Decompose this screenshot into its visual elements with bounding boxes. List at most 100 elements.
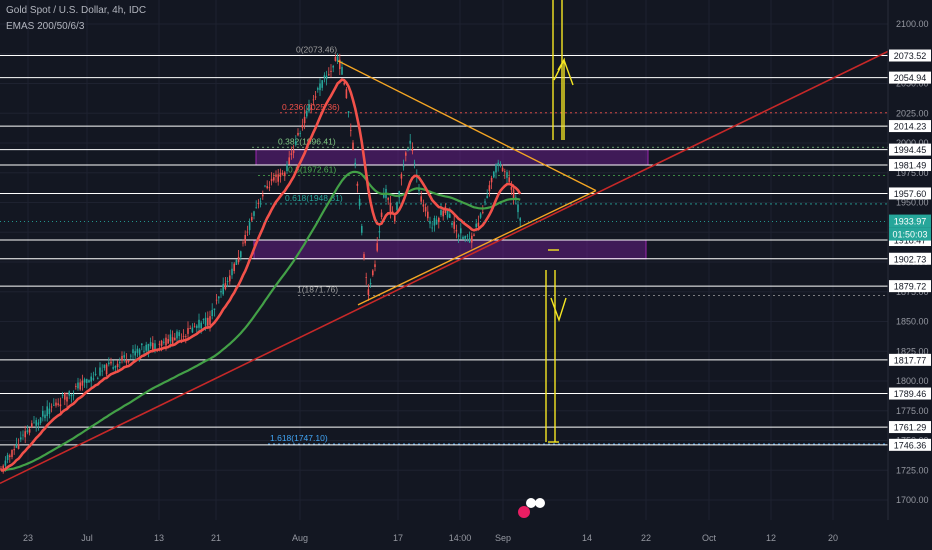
candle-body (468, 238, 471, 243)
candle-body (253, 211, 255, 216)
candle-body (453, 221, 455, 229)
candle-body (17, 444, 20, 449)
candle-body (114, 365, 117, 368)
candle-body (486, 196, 488, 199)
x-tick-label: 13 (154, 533, 164, 543)
ema-lines (0, 78, 522, 472)
candle-body (37, 422, 40, 425)
candle-body (471, 235, 473, 243)
candle-body (457, 235, 460, 237)
candle-body (339, 59, 341, 70)
level-tag (889, 438, 931, 451)
x-tick-label: 22 (641, 533, 651, 543)
down-arrow-icon (550, 297, 567, 323)
candle-body (394, 215, 396, 222)
candle-body (405, 152, 407, 156)
candle-body (321, 80, 323, 88)
candle-body (363, 254, 365, 259)
candle-body (26, 430, 29, 433)
y-tick-label: 1950.00 (896, 198, 929, 208)
y-tick-label: 2000.00 (896, 138, 929, 148)
candle-body (158, 343, 161, 345)
candle-body (508, 177, 510, 182)
candle-body (31, 423, 33, 427)
candle-body (178, 332, 180, 337)
ema-50-line (0, 78, 522, 472)
candle-body (519, 218, 521, 221)
fib-label: 1(1871.76) (297, 285, 338, 295)
candle-body (303, 116, 306, 124)
candle-body (451, 223, 453, 225)
candle-body (490, 177, 493, 183)
candle-body (336, 56, 339, 62)
time-axis[interactable]: 23 Jul 13 21 Aug 17 14:00 Sep 14 22 Oct 12 20 (23, 533, 838, 543)
zone-box (253, 239, 647, 260)
candle-body (479, 213, 482, 218)
candle-body (431, 227, 433, 229)
candle-body (94, 373, 97, 375)
fib-label: 0.5(1972.61) (288, 165, 336, 175)
candle-body (422, 204, 425, 207)
y-tick-label: 1825.00 (896, 346, 929, 356)
candle-body (99, 367, 101, 376)
candle-body (442, 210, 444, 217)
fib-label: 0(2073.46) (296, 45, 337, 55)
candle-body (35, 420, 37, 426)
candle-body (290, 153, 293, 156)
candle-body (365, 277, 367, 278)
candle-body (433, 218, 436, 226)
candle-body (174, 337, 176, 341)
candle-body (343, 82, 345, 85)
candle-body (44, 414, 46, 419)
candle-body (191, 327, 194, 333)
candle-body (262, 194, 264, 197)
candle-body (119, 362, 121, 364)
candle-body (334, 56, 337, 61)
candle-body (215, 299, 218, 301)
level-tag (889, 387, 931, 400)
x-tick-label: 20 (828, 533, 838, 543)
candle-body (46, 406, 48, 417)
candle-body (70, 394, 73, 397)
event-flag-icon[interactable] (518, 498, 545, 518)
candle-body (0, 468, 2, 471)
candle-body (446, 210, 449, 218)
level-tag-label: 2014.23 (894, 122, 927, 132)
candle-body (310, 107, 312, 110)
level-tag (889, 187, 931, 200)
x-tick-label: Oct (702, 533, 717, 543)
level-tag-label: 1902.73 (894, 254, 927, 264)
current-price-label: 1933.97 (894, 217, 927, 227)
candle-body (387, 197, 389, 200)
candle-body (169, 334, 172, 342)
candle-body (273, 177, 275, 181)
zone-box (255, 149, 649, 166)
candle-body (59, 404, 62, 407)
up-arrow-head-icon (553, 58, 574, 86)
candle-body (506, 172, 508, 178)
candle-body (400, 174, 403, 179)
candle-body (53, 404, 55, 406)
candle-body (306, 110, 308, 117)
candle-body (248, 222, 251, 231)
candle-body (182, 336, 185, 337)
fib-label: 0.382(1996.41) (278, 136, 336, 146)
candle-body (332, 65, 334, 68)
candle-body (75, 386, 77, 387)
candle-body (220, 290, 222, 293)
candle-body (369, 282, 372, 285)
level-tag-label: 1994.45 (894, 145, 927, 155)
candle-body (504, 171, 506, 173)
candle-body (286, 164, 288, 172)
candle-body (429, 221, 431, 224)
candle-body (251, 217, 253, 221)
candle-body (163, 341, 165, 343)
candle-body (420, 196, 422, 202)
candle-body (185, 336, 187, 338)
candle-body (374, 264, 376, 267)
y-tick-label: 2025.00 (896, 108, 929, 118)
candle-body (277, 174, 279, 182)
x-tick-label: Jul (81, 533, 93, 543)
candle-body (160, 340, 163, 346)
